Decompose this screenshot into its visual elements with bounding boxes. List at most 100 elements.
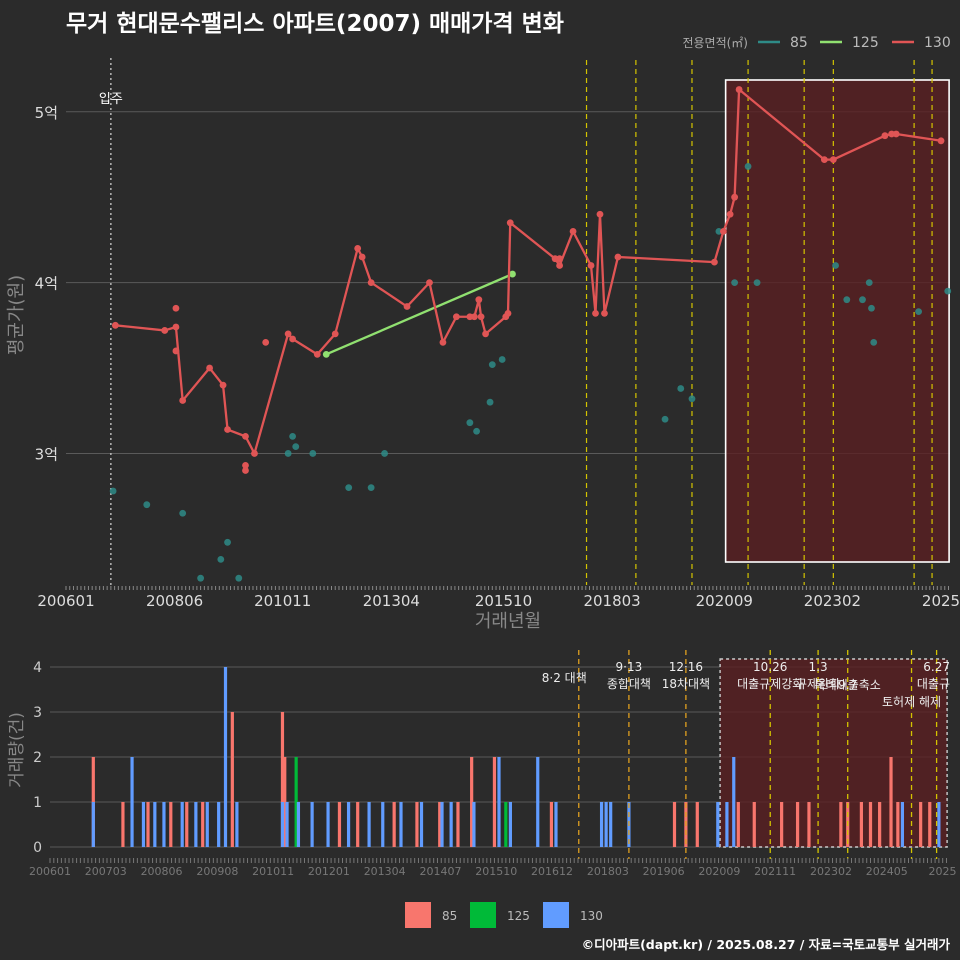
policy-label: 대출규 <box>917 677 950 691</box>
bar-x-tick-label: 201201 <box>308 865 350 878</box>
point-130 <box>892 130 900 138</box>
point-130 <box>482 330 489 338</box>
bar-85 <box>337 802 342 847</box>
point-130b <box>262 338 270 346</box>
bar-x-tick-label: 200806 <box>141 865 183 878</box>
bar-x-tick-label: 200703 <box>85 865 127 878</box>
point-130 <box>506 219 514 227</box>
legend-label-125: 125 <box>852 35 879 51</box>
bar-legend-label-125: 125 <box>507 909 530 923</box>
bar-130 <box>599 802 604 847</box>
bar-85 <box>492 757 497 847</box>
bar-x-tick-label: 202302 <box>810 865 852 878</box>
chart-title: 무거 현대문수팰리스 아파트(2007) 매매가격 변화 <box>66 11 564 37</box>
policy-label: 9.7 <box>838 678 857 692</box>
bar-x-tick-label: 202009 <box>698 865 740 878</box>
point-85 <box>744 163 752 170</box>
point-130 <box>569 227 577 235</box>
point-130 <box>587 262 595 269</box>
bar-125 <box>504 802 508 847</box>
bar-85 <box>795 802 800 847</box>
bar-85 <box>859 802 863 847</box>
bar-x-tick-label: 200908 <box>196 865 238 878</box>
bar-85 <box>438 802 442 847</box>
bar-legend-swatch-85 <box>405 902 431 928</box>
bar-x-tick-label: 201510 <box>475 865 517 878</box>
bar-85 <box>146 802 150 847</box>
point-85 <box>868 304 875 312</box>
point-85 <box>224 538 231 546</box>
bar-85 <box>230 712 234 847</box>
bar-130 <box>472 802 476 847</box>
y-tick-label: 4억 <box>35 275 58 293</box>
bar-130 <box>223 667 228 847</box>
movein-label: 입주 <box>99 92 123 107</box>
policy-label: 6.27 <box>923 660 950 674</box>
point-85 <box>235 574 243 582</box>
point-130 <box>439 338 447 346</box>
bar-130 <box>162 802 166 847</box>
point-130 <box>719 227 727 235</box>
point-130 <box>161 327 169 334</box>
bar-130 <box>310 802 314 847</box>
bar-130 <box>536 757 540 847</box>
bar-85 <box>695 802 699 847</box>
bar-x-tick-label: 2025 <box>929 865 957 878</box>
legend-title: 전용면적(㎡) <box>682 36 748 50</box>
point-85 <box>217 555 225 563</box>
bar-130 <box>732 757 736 847</box>
point-125 <box>509 270 516 278</box>
point-130b <box>242 467 249 474</box>
y-tick-label: 5억 <box>35 104 58 122</box>
bar-125 <box>294 757 298 847</box>
point-85 <box>731 279 739 287</box>
point-130 <box>820 156 828 163</box>
x-tick-label: 2025 <box>922 592 960 610</box>
point-85 <box>109 487 117 495</box>
bar-130 <box>346 802 351 847</box>
credit-text: ©디아파트(dapt.kr) / 2025.08.27 / 자료=국토교통부 실… <box>581 937 950 952</box>
bar-130 <box>194 802 198 847</box>
x-tick-label: 201510 <box>475 592 532 610</box>
point-130 <box>937 137 945 145</box>
policy-label: 9·13 <box>616 660 643 674</box>
point-130 <box>614 253 622 261</box>
point-85 <box>309 450 317 457</box>
bar-130 <box>609 802 613 847</box>
point-130 <box>475 296 483 304</box>
bar-x-tick-label: 202405 <box>866 865 908 878</box>
point-85 <box>832 262 839 269</box>
bar-130 <box>367 802 371 847</box>
bar-y-tick-label: 1 <box>33 795 42 811</box>
policy-label: 1.3 <box>809 660 828 674</box>
bar-130 <box>449 802 453 847</box>
point-130 <box>403 303 411 310</box>
bar-130 <box>91 802 95 847</box>
bar-x-tick-label: 201906 <box>643 865 685 878</box>
point-130 <box>592 309 599 317</box>
point-130 <box>504 309 512 317</box>
bar-x-tick-label: 201011 <box>252 865 294 878</box>
bar-x-tick-label: 201803 <box>587 865 629 878</box>
point-85 <box>345 484 353 492</box>
bar-130 <box>153 802 157 847</box>
bar-85 <box>201 802 205 847</box>
x-tick-label: 201304 <box>363 592 420 610</box>
policy-label: 대출규제강화 <box>737 677 803 691</box>
bar-130 <box>937 802 941 847</box>
policy-label: 특례대출축소 <box>815 678 881 692</box>
point-130 <box>331 330 339 338</box>
point-130 <box>354 245 362 252</box>
bar-130 <box>326 802 330 847</box>
x-tick-label: 202009 <box>696 592 753 610</box>
point-85 <box>284 450 292 457</box>
bar-85 <box>415 802 419 847</box>
point-130 <box>179 397 187 404</box>
bar-130 <box>497 757 501 847</box>
point-85 <box>466 419 474 427</box>
point-130 <box>601 309 608 317</box>
point-130 <box>224 426 231 433</box>
y-axis-label: 평균가(원) <box>6 275 27 355</box>
bar-130 <box>205 802 209 847</box>
bar-x-tick-label: 201612 <box>531 865 573 878</box>
